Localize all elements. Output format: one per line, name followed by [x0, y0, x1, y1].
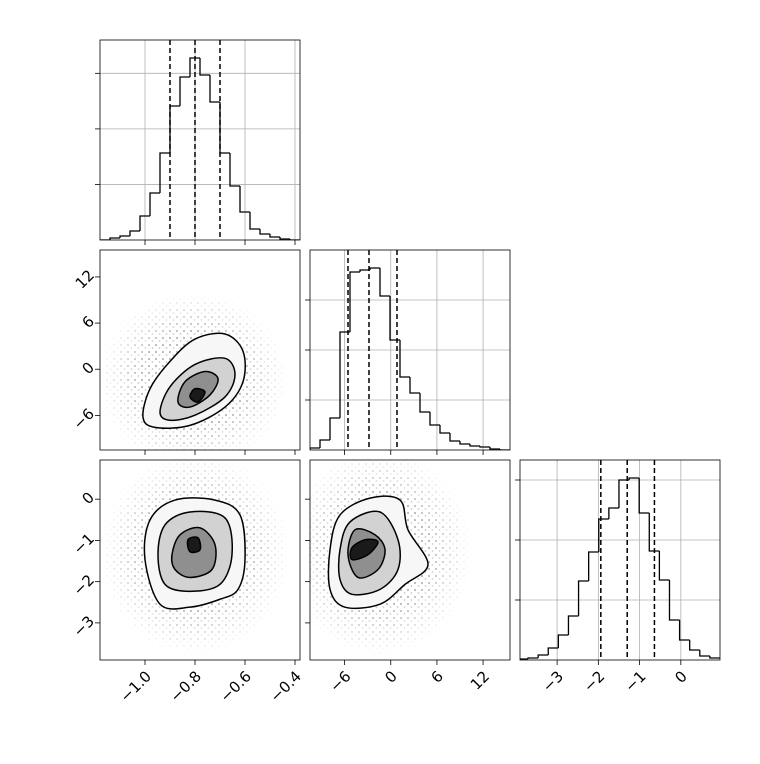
hist-step	[537, 654, 549, 658]
hist-step	[369, 267, 380, 270]
hist-step	[699, 650, 710, 657]
hist-step	[668, 580, 680, 621]
hist-step	[269, 234, 280, 238]
x-tick-label: −0.8	[167, 667, 205, 705]
hist-step	[618, 479, 630, 508]
hist-step	[628, 477, 640, 480]
contour	[349, 538, 379, 561]
panel-frame	[99, 39, 301, 241]
x-tick-label: 12	[467, 667, 493, 693]
hist-step	[149, 192, 160, 216]
density-panel	[310, 460, 473, 657]
hist-step	[469, 444, 480, 447]
y-tick-label: 12	[72, 266, 98, 292]
hist-step	[499, 449, 510, 450]
panel-frame	[309, 459, 511, 661]
y-tick-label: 0	[79, 488, 98, 507]
panel-frame	[99, 459, 301, 661]
hist-step	[229, 153, 240, 187]
hist-step	[409, 377, 420, 394]
hist-step	[319, 439, 330, 448]
hist-step	[419, 393, 430, 413]
hist-step	[339, 331, 350, 418]
histogram	[520, 477, 720, 660]
hist-step	[199, 58, 210, 76]
hist-step	[689, 640, 700, 651]
hist-step	[139, 215, 150, 231]
hist-step	[279, 237, 290, 240]
contour	[186, 536, 202, 554]
hist-step	[119, 235, 130, 238]
hist-step	[289, 239, 300, 240]
hist-step	[359, 269, 370, 272]
hist-step	[310, 447, 320, 450]
density-panel	[100, 291, 288, 450]
hist-step	[557, 634, 569, 648]
hist-step	[658, 551, 670, 581]
y-tick-label: 6	[79, 312, 98, 331]
hist-step	[449, 433, 460, 442]
hist-step	[489, 447, 500, 450]
hist-step	[179, 76, 190, 106]
hist-step	[329, 417, 340, 440]
histogram	[310, 267, 510, 450]
hist-step	[608, 507, 619, 519]
hist-step	[219, 102, 230, 154]
histogram	[100, 57, 300, 240]
panel-frame	[99, 249, 301, 451]
hist-step	[648, 513, 660, 552]
density-panel	[100, 460, 290, 656]
x-tick-label: −2	[580, 667, 608, 695]
x-tick-label: −1	[621, 667, 649, 695]
hist-step	[259, 229, 270, 235]
y-tick-label: 0	[79, 359, 98, 378]
hist-step	[109, 237, 120, 240]
hist-step	[678, 620, 690, 641]
hist-step	[527, 657, 539, 659]
y-tick-label: −3	[70, 612, 98, 640]
hist-step	[379, 268, 390, 297]
y-tick-label: −2	[70, 571, 98, 599]
x-tick-label: 0	[671, 667, 690, 686]
hist-step	[389, 296, 400, 341]
hist-step	[459, 441, 470, 445]
hist-step	[209, 75, 220, 103]
hist-step	[159, 152, 170, 193]
x-tick-label: 0	[381, 667, 400, 686]
hist-step	[189, 57, 200, 77]
panel-frame	[519, 459, 721, 661]
hist-step	[439, 425, 450, 434]
x-tick-label: −6	[326, 667, 354, 695]
x-tick-label: −0.4	[267, 667, 305, 705]
hist-step	[638, 478, 650, 514]
hist-step	[598, 518, 609, 552]
hist-step	[577, 580, 589, 616]
contour	[189, 387, 206, 403]
y-tick-label: −6	[70, 405, 98, 433]
hist-step	[129, 230, 140, 236]
x-tick-label: −3	[539, 667, 567, 695]
hist-step	[547, 647, 559, 655]
hist-step	[567, 615, 579, 635]
panel-frame	[309, 249, 511, 451]
hist-step	[429, 412, 440, 426]
y-tick-label: −1	[70, 530, 98, 558]
hist-step	[169, 105, 180, 153]
hist-step	[239, 186, 250, 213]
x-tick-label: 6	[427, 667, 446, 686]
hist-step	[709, 656, 720, 659]
x-tick-label: −1.0	[117, 667, 155, 705]
hist-step	[520, 658, 529, 660]
hist-step	[479, 446, 490, 448]
hist-step	[249, 212, 260, 230]
hist-step	[588, 551, 599, 581]
x-tick-label: −0.6	[217, 667, 255, 705]
hist-step	[349, 271, 360, 332]
hist-step	[399, 340, 410, 378]
